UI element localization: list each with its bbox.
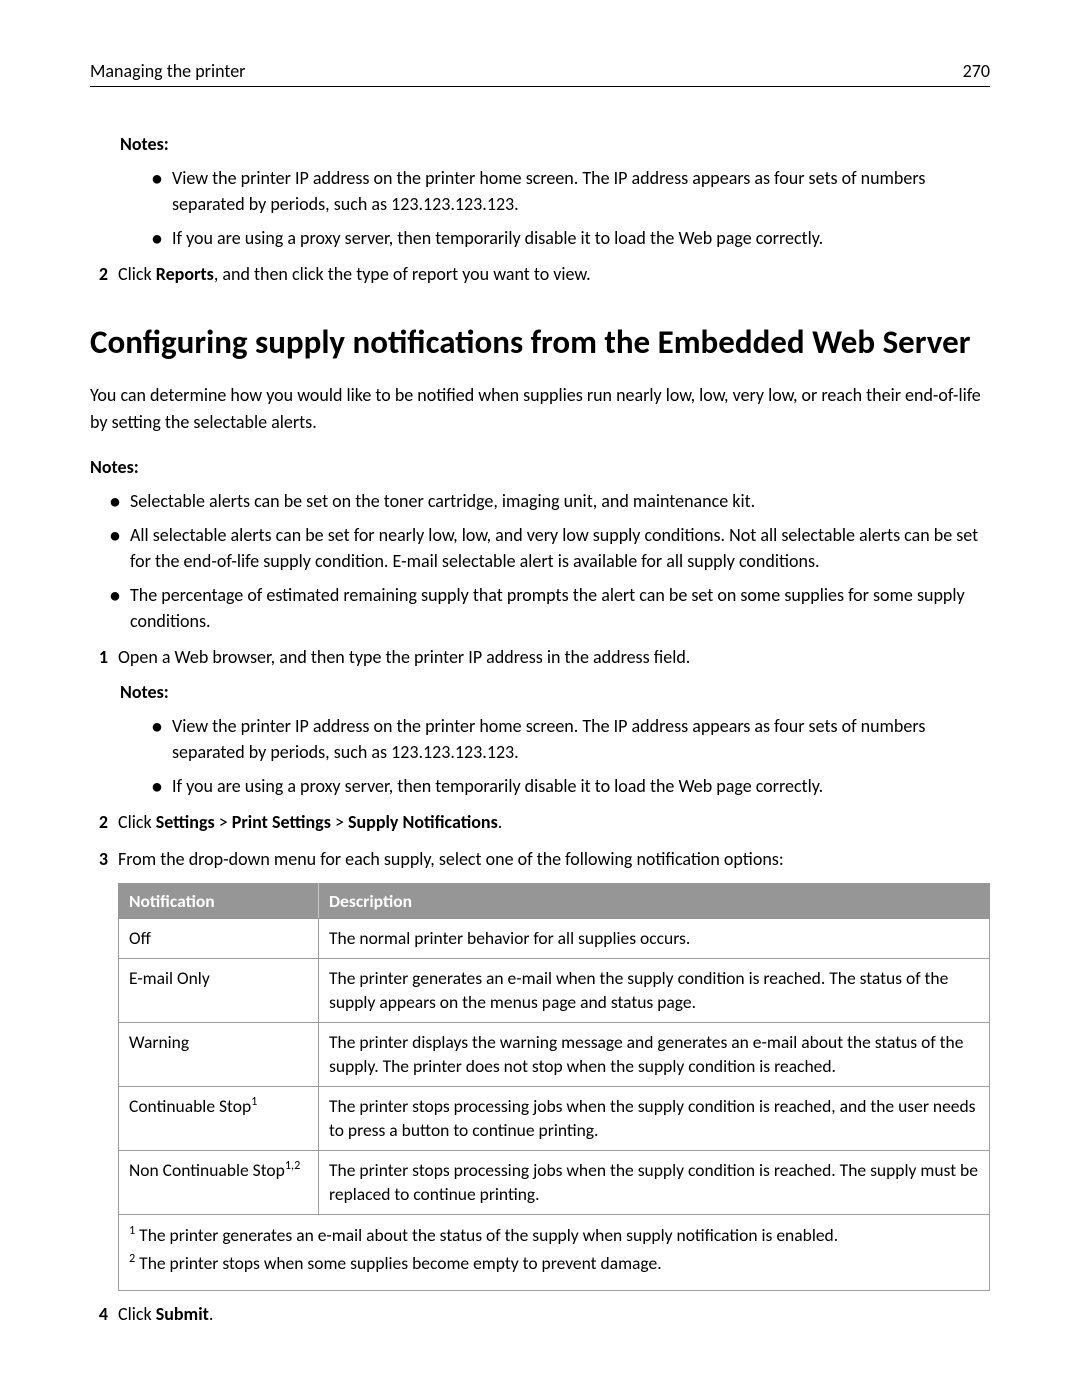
step-body: Open a Web browser, and then type the pr…	[118, 644, 990, 671]
cell-notification: Warning	[119, 1022, 319, 1086]
cell-description: The normal printer behavior for all supp…	[319, 919, 990, 959]
bullet-item: View the printer IP address on the print…	[152, 713, 990, 765]
text: Off	[129, 927, 151, 949]
notes-label: Notes:	[120, 133, 990, 155]
text: E-mail Only	[129, 967, 210, 989]
table-footnotes-row: 1 The printer generates an e-mail about …	[119, 1214, 990, 1290]
step-body: Click Reports, and then click the type o…	[118, 261, 990, 288]
superscript: 1,2	[285, 1158, 300, 1173]
cell-notification: Off	[119, 919, 319, 959]
table-row: E-mail Only The printer generates an e-m…	[119, 958, 990, 1022]
text: Warning	[129, 1031, 189, 1053]
section-notes-list: Selectable alerts can be set on the tone…	[90, 488, 990, 634]
step-2: 2 Click Settings > Print Settings > Supp…	[90, 809, 990, 836]
notes-label: Notes:	[90, 456, 990, 478]
top-notes-list: View the printer IP address on the print…	[120, 165, 990, 251]
header-page-number: 270	[963, 60, 990, 82]
step-3: 3 From the drop-down menu for each suppl…	[90, 846, 990, 873]
step1-notes-list: View the printer IP address on the print…	[120, 713, 990, 799]
top-notes-block: Notes: View the printer IP address on th…	[120, 133, 990, 251]
text: Non Continuable Stop	[129, 1159, 285, 1181]
table-header-notification: Notification	[119, 884, 319, 919]
text: The printer generates an e-mail about th…	[135, 1224, 838, 1246]
cell-description: The printer generates an e-mail when the…	[319, 958, 990, 1022]
step-number: 3	[90, 846, 118, 873]
step-body: Click Submit.	[118, 1301, 990, 1328]
table-row: Warning The printer displays the warning…	[119, 1022, 990, 1086]
footnote-1: 1 The printer generates an e-mail about …	[129, 1223, 979, 1248]
table-row: Continuable Stop1 The printer stops proc…	[119, 1086, 990, 1150]
bullet-item: If you are using a proxy server, then te…	[152, 225, 990, 251]
text: Click	[118, 263, 156, 285]
notes-label: Notes:	[120, 681, 990, 703]
cell-notification: Continuable Stop1	[119, 1086, 319, 1150]
footnote-2: 2 The printer stops when some supplies b…	[129, 1251, 979, 1276]
step-1: 1 Open a Web browser, and then type the …	[90, 644, 990, 671]
cell-description: The printer stops processing jobs when t…	[319, 1150, 990, 1214]
text: The printer stops when some supplies bec…	[135, 1252, 661, 1274]
text: .	[498, 811, 503, 833]
table-header-row: Notification Description	[119, 884, 990, 919]
bold-text: Supply Notifications	[348, 811, 498, 833]
header-title: Managing the printer	[90, 60, 245, 82]
cell-notification: E-mail Only	[119, 958, 319, 1022]
text: >	[331, 811, 348, 833]
text: Click	[118, 1303, 156, 1325]
cell-notification: Non Continuable Stop1,2	[119, 1150, 319, 1214]
step-number: 4	[90, 1301, 118, 1328]
step-number: 1	[90, 644, 118, 671]
text: Click	[118, 811, 156, 833]
step-number: 2	[90, 261, 118, 288]
text: , and then click the type of report you …	[214, 263, 591, 285]
section-intro: You can determine how you would like to …	[90, 382, 990, 436]
table-header-description: Description	[319, 884, 990, 919]
bold-text: Settings	[156, 811, 215, 833]
page-header: Managing the printer 270	[90, 60, 990, 87]
step1-notes-block: Notes: View the printer IP address on th…	[120, 681, 990, 799]
section-heading: Configuring supply notifications from th…	[90, 322, 990, 363]
step-number: 2	[90, 809, 118, 836]
step-body: Click Settings > Print Settings > Supply…	[118, 809, 990, 836]
superscript: 1	[251, 1094, 257, 1109]
step-body: From the drop-down menu for each supply,…	[118, 846, 990, 873]
bullet-item: The percentage of estimated remaining su…	[110, 582, 990, 634]
text: Continuable Stop	[129, 1095, 251, 1117]
bullet-item: All selectable alerts can be set for nea…	[110, 522, 990, 574]
table-row: Off The normal printer behavior for all …	[119, 919, 990, 959]
bullet-item: Selectable alerts can be set on the tone…	[110, 488, 990, 514]
bold-text: Submit	[156, 1303, 209, 1325]
table-footnotes: 1 The printer generates an e-mail about …	[119, 1214, 990, 1290]
text: .	[209, 1303, 214, 1325]
cell-description: The printer displays the warning message…	[319, 1022, 990, 1086]
bold-text: Print Settings	[232, 811, 331, 833]
step-4: 4 Click Submit.	[90, 1301, 990, 1328]
bullet-item: If you are using a proxy server, then te…	[152, 773, 990, 799]
cell-description: The printer stops processing jobs when t…	[319, 1086, 990, 1150]
top-step-2: 2 Click Reports, and then click the type…	[90, 261, 990, 288]
notification-table: Notification Description Off The normal …	[118, 883, 990, 1291]
bold-text: Reports	[156, 263, 214, 285]
table-row: Non Continuable Stop1,2 The printer stop…	[119, 1150, 990, 1214]
text: >	[215, 811, 232, 833]
bullet-item: View the printer IP address on the print…	[152, 165, 990, 217]
